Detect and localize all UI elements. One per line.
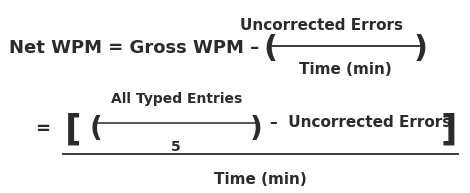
Text: Time (min): Time (min) (214, 172, 307, 187)
Text: –  Uncorrected Errors: – Uncorrected Errors (270, 115, 452, 130)
Text: =: = (35, 120, 50, 138)
Text: ): ) (250, 115, 263, 143)
Text: Uncorrected Errors: Uncorrected Errors (241, 18, 403, 33)
Text: (: ( (263, 34, 277, 63)
Text: All Typed Entries: All Typed Entries (110, 92, 242, 106)
Text: [: [ (64, 112, 81, 146)
Text: (: ( (90, 115, 103, 143)
Text: ): ) (414, 34, 428, 63)
Text: 5: 5 (172, 140, 181, 154)
Text: ]: ] (440, 112, 457, 146)
Text: Net WPM = Gross WPM –: Net WPM = Gross WPM – (9, 39, 266, 57)
Text: Time (min): Time (min) (299, 62, 392, 77)
